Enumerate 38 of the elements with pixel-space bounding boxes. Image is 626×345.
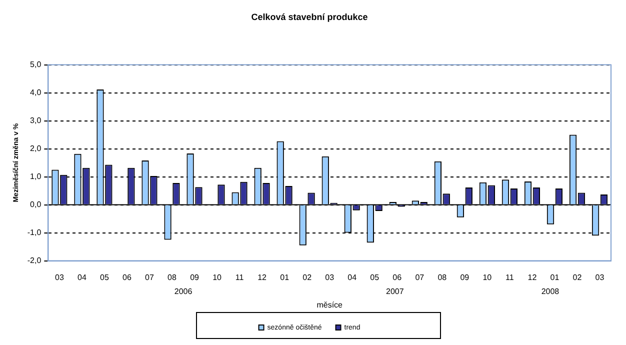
x-tick-label: 03 xyxy=(595,272,605,282)
x-tick-label: 04 xyxy=(348,272,358,282)
y-tick-label: 5,0 xyxy=(30,60,42,70)
x-tick-label: 08 xyxy=(438,272,448,282)
x-tick-label: 12 xyxy=(258,272,268,282)
x-tick-label: 06 xyxy=(392,272,402,282)
x-tick-label: 08 xyxy=(168,272,177,282)
x-tick-label: 07 xyxy=(145,272,154,282)
x-tick-label: 09 xyxy=(190,272,200,282)
y-tick-label: -2,0 xyxy=(27,256,42,266)
y-tick-label: 4,0 xyxy=(30,88,42,98)
x-tick-label: 07 xyxy=(415,272,425,282)
x-tick-label: 10 xyxy=(212,272,222,282)
x-tick-label: 11 xyxy=(235,272,244,282)
chart-title: Celková stavební produkce xyxy=(251,12,368,22)
x-tick-label: 01 xyxy=(550,272,560,282)
x-tick-label: 12 xyxy=(528,272,538,282)
x-tick-label: 10 xyxy=(482,272,492,282)
text: 2008 xyxy=(541,287,560,296)
y-tick-label: 1,0 xyxy=(30,172,42,182)
y-tick-label: 2,0 xyxy=(30,144,42,154)
text: 2007 xyxy=(386,287,404,296)
x-tick-label: 05 xyxy=(370,272,380,282)
y-tick-label: -1,0 xyxy=(27,228,42,238)
x-tick-label: 09 xyxy=(460,272,470,282)
x-tick-label: 02 xyxy=(572,272,582,282)
x-tick-label: 02 xyxy=(302,272,312,282)
y-tick-label: 3,0 xyxy=(30,116,42,126)
text: 2006 xyxy=(174,287,193,296)
x-tick-label: 03 xyxy=(54,272,64,282)
x-tick-label: 06 xyxy=(122,272,132,282)
x-tick-label: 11 xyxy=(506,272,514,282)
y-tick-label: 0,0 xyxy=(30,200,42,210)
x-tick-label: 05 xyxy=(100,272,110,282)
x-tick-label: 03 xyxy=(325,272,335,282)
x-axis-title: měsíce xyxy=(316,300,344,310)
x-tick-label: 04 xyxy=(78,272,87,282)
x-tick-label: 01 xyxy=(280,272,290,282)
